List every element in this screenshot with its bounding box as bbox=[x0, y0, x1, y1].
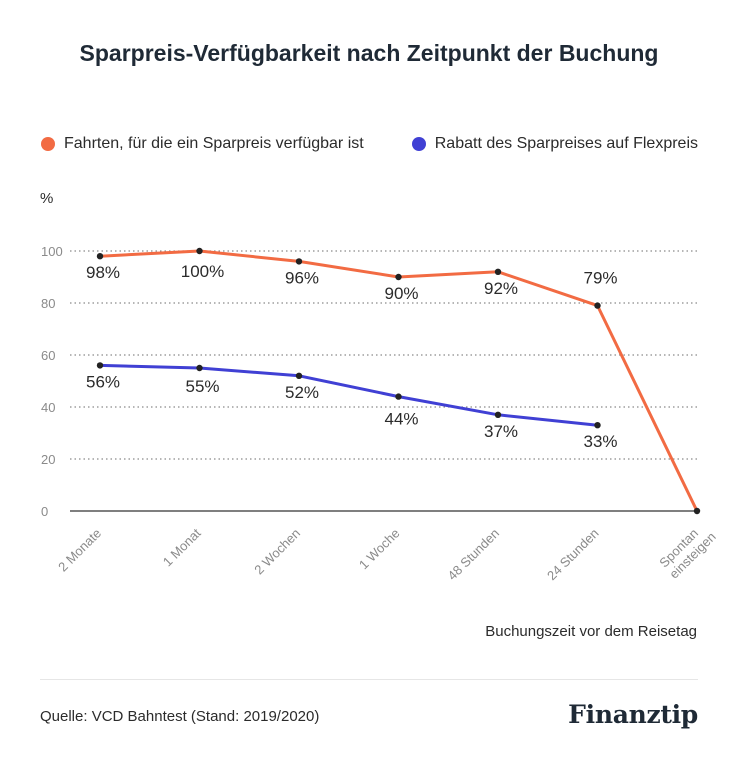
data-label: 96% bbox=[285, 268, 319, 287]
data-point bbox=[196, 247, 203, 255]
brand-logo: Finanztip bbox=[568, 700, 698, 729]
legend-label-availability: Fahrten, für die ein Sparpreis verfügbar… bbox=[64, 135, 364, 152]
x-tick-label: 1 Monat bbox=[160, 525, 204, 569]
data-point bbox=[295, 258, 303, 265]
data-point bbox=[96, 362, 104, 369]
data-label: 33% bbox=[583, 432, 617, 451]
y-unit-label: % bbox=[40, 190, 54, 207]
legend-marker-availability bbox=[41, 137, 55, 151]
data-point bbox=[494, 268, 502, 275]
data-point bbox=[594, 302, 601, 309]
data-label: 79% bbox=[583, 269, 617, 288]
legend: Fahrten, für die ein Sparpreis verfügbar… bbox=[41, 135, 698, 153]
data-label: 37% bbox=[484, 422, 518, 441]
data-label: 90% bbox=[384, 284, 418, 303]
y-tick-label: 60 bbox=[41, 348, 55, 363]
footer-divider bbox=[40, 679, 698, 680]
data-point bbox=[693, 507, 701, 515]
x-tick-label: 48 Stunden bbox=[444, 526, 502, 584]
y-tick-label: 80 bbox=[41, 296, 55, 311]
x-tick-label: 1 Woche bbox=[356, 526, 403, 573]
y-tick-label: 20 bbox=[41, 452, 55, 467]
x-axis-title: Buchungszeit vor dem Reisetag bbox=[485, 623, 697, 640]
data-point bbox=[594, 422, 601, 429]
x-tick-label: 24 Stunden bbox=[544, 526, 602, 584]
data-point bbox=[494, 411, 502, 418]
data-label: 98% bbox=[86, 263, 120, 282]
y-tick-label: 40 bbox=[41, 400, 55, 415]
x-tick-label: 2 Wochen bbox=[251, 526, 303, 578]
x-tick-label: Spontaneinsteigen bbox=[656, 518, 719, 581]
data-point bbox=[395, 273, 402, 281]
data-point bbox=[196, 364, 203, 372]
data-label: 52% bbox=[285, 383, 319, 402]
legend-item-availability: Fahrten, für die ein Sparpreis verfügbar… bbox=[41, 135, 364, 153]
y-tick-label: 0 bbox=[41, 504, 48, 519]
data-label: 92% bbox=[484, 279, 518, 298]
data-label: 100% bbox=[181, 262, 224, 281]
data-point bbox=[295, 372, 303, 379]
series-line-discount bbox=[98, 363, 599, 427]
data-label: 56% bbox=[86, 372, 120, 391]
data-point bbox=[395, 393, 402, 400]
chart-title: Sparpreis-Verfügbarkeit nach Zeitpunkt d… bbox=[79, 40, 659, 66]
legend-label-discount: Rabatt des Sparpreises auf Flexpreis bbox=[434, 135, 698, 152]
x-tick-label: 2 Monate bbox=[55, 526, 104, 575]
y-tick-label: 100 bbox=[41, 244, 63, 259]
data-label: 55% bbox=[185, 377, 219, 396]
data-point bbox=[96, 253, 104, 260]
legend-item-discount: Rabatt des Sparpreises auf Flexpreis bbox=[411, 135, 698, 153]
legend-marker-discount bbox=[411, 137, 426, 151]
source-note: Quelle: VCD Bahntest (Stand: 2019/2020) bbox=[40, 708, 320, 725]
data-label: 44% bbox=[384, 410, 418, 429]
